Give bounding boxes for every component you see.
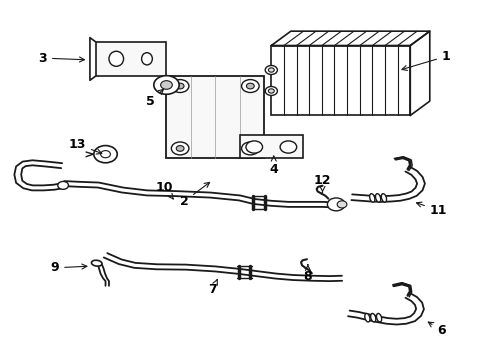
Circle shape [245, 141, 262, 153]
Circle shape [327, 198, 344, 211]
Circle shape [160, 81, 172, 89]
Circle shape [101, 150, 110, 158]
Circle shape [171, 142, 188, 155]
Ellipse shape [369, 194, 374, 202]
Text: 6: 6 [427, 322, 445, 337]
Bar [166, 76, 264, 158]
Text: 7: 7 [208, 280, 217, 296]
Bar [271, 45, 409, 116]
Ellipse shape [268, 68, 274, 72]
Text: 9: 9 [50, 261, 87, 274]
Ellipse shape [264, 86, 277, 95]
Circle shape [336, 201, 346, 208]
Ellipse shape [370, 314, 375, 322]
Text: 3: 3 [39, 51, 84, 64]
Ellipse shape [264, 66, 277, 75]
Circle shape [176, 145, 183, 151]
Circle shape [246, 83, 254, 89]
Text: 1: 1 [401, 50, 450, 71]
Ellipse shape [91, 260, 102, 266]
Ellipse shape [109, 51, 123, 66]
Ellipse shape [375, 194, 380, 202]
Text: 11: 11 [416, 202, 447, 217]
Text: 4: 4 [269, 156, 278, 176]
Text: 8: 8 [303, 265, 311, 283]
Circle shape [154, 76, 179, 94]
Circle shape [241, 142, 259, 155]
Circle shape [280, 141, 296, 153]
Bar [96, 42, 166, 76]
Ellipse shape [58, 181, 68, 189]
Ellipse shape [376, 314, 381, 322]
Circle shape [241, 80, 259, 93]
Circle shape [94, 145, 117, 163]
Ellipse shape [381, 194, 386, 202]
Circle shape [171, 80, 188, 93]
Ellipse shape [268, 89, 274, 93]
Circle shape [246, 145, 254, 151]
Text: 13: 13 [68, 138, 102, 154]
Bar [239, 135, 303, 158]
Circle shape [176, 83, 183, 89]
Ellipse shape [142, 53, 152, 65]
Text: 10: 10 [155, 181, 173, 199]
Text: 5: 5 [145, 89, 163, 108]
Text: 2: 2 [179, 183, 209, 208]
Text: 12: 12 [313, 174, 330, 192]
Ellipse shape [364, 314, 369, 322]
